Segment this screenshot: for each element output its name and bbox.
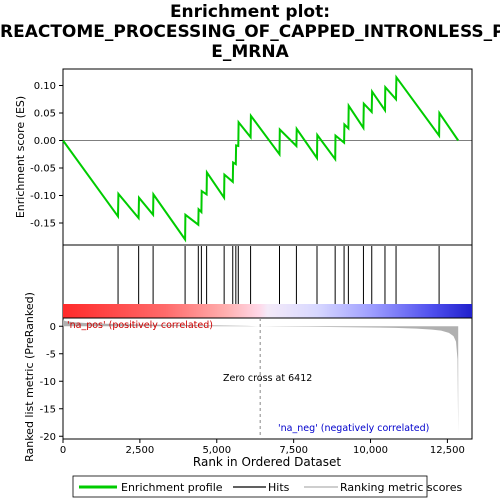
legend-metric-label: Ranking metric scores xyxy=(340,481,462,494)
es-y-tick-label: 0.05 xyxy=(34,109,56,120)
legend-hits-label: Hits xyxy=(268,481,290,494)
enrichment-profile-line xyxy=(63,77,458,239)
rank-x-axis: 0 2,500 5,000 7,500 10,000 12,500 xyxy=(60,439,465,456)
rank-color-bar xyxy=(63,304,472,318)
es-y-tick-label: -0.10 xyxy=(30,191,56,202)
rank-y-axis-label: Ranked list metric (PreRanked) xyxy=(23,292,36,462)
x-axis-label: Rank in Ordered Dataset xyxy=(193,455,341,469)
rank-y-tick-label: 0 xyxy=(50,322,56,333)
es-y-tick-label: 0.00 xyxy=(34,136,56,147)
zero-cross-label: Zero cross at 6412 xyxy=(223,373,312,384)
rank-y-tick-label: -5 xyxy=(46,349,56,360)
es-y-tick-label: -0.15 xyxy=(30,219,56,230)
es-y-tick-label: -0.05 xyxy=(30,164,56,175)
rank-y-tick-label: -15 xyxy=(40,404,56,415)
x-tick-label: 12,500 xyxy=(430,445,465,456)
hit-markers xyxy=(118,246,439,304)
es-y-axis-label: Enrichment score (ES) xyxy=(14,96,27,218)
rank-y-tick-label: -20 xyxy=(40,432,56,443)
rank-y-tick-label: -10 xyxy=(40,377,56,388)
neg-correlated-label: 'na_neg' (negatively correlated) xyxy=(278,423,429,434)
legend-profile-label: Enrichment profile xyxy=(121,481,223,494)
es-y-axis: 0.10 0.05 0.00 -0.05 -0.10 -0.15 xyxy=(30,81,63,230)
pos-correlated-label: 'na_pos' (positively correlated) xyxy=(67,320,213,331)
rank-y-axis: 0 -5 -10 -15 -20 xyxy=(40,322,63,443)
legend: Enrichment profile Hits Ranking metric s… xyxy=(73,476,462,497)
es-y-tick-label: 0.10 xyxy=(34,81,56,92)
x-tick-label: 10,000 xyxy=(353,445,388,456)
x-tick-label: 2,500 xyxy=(126,445,155,456)
x-tick-label: 0 xyxy=(60,445,66,456)
